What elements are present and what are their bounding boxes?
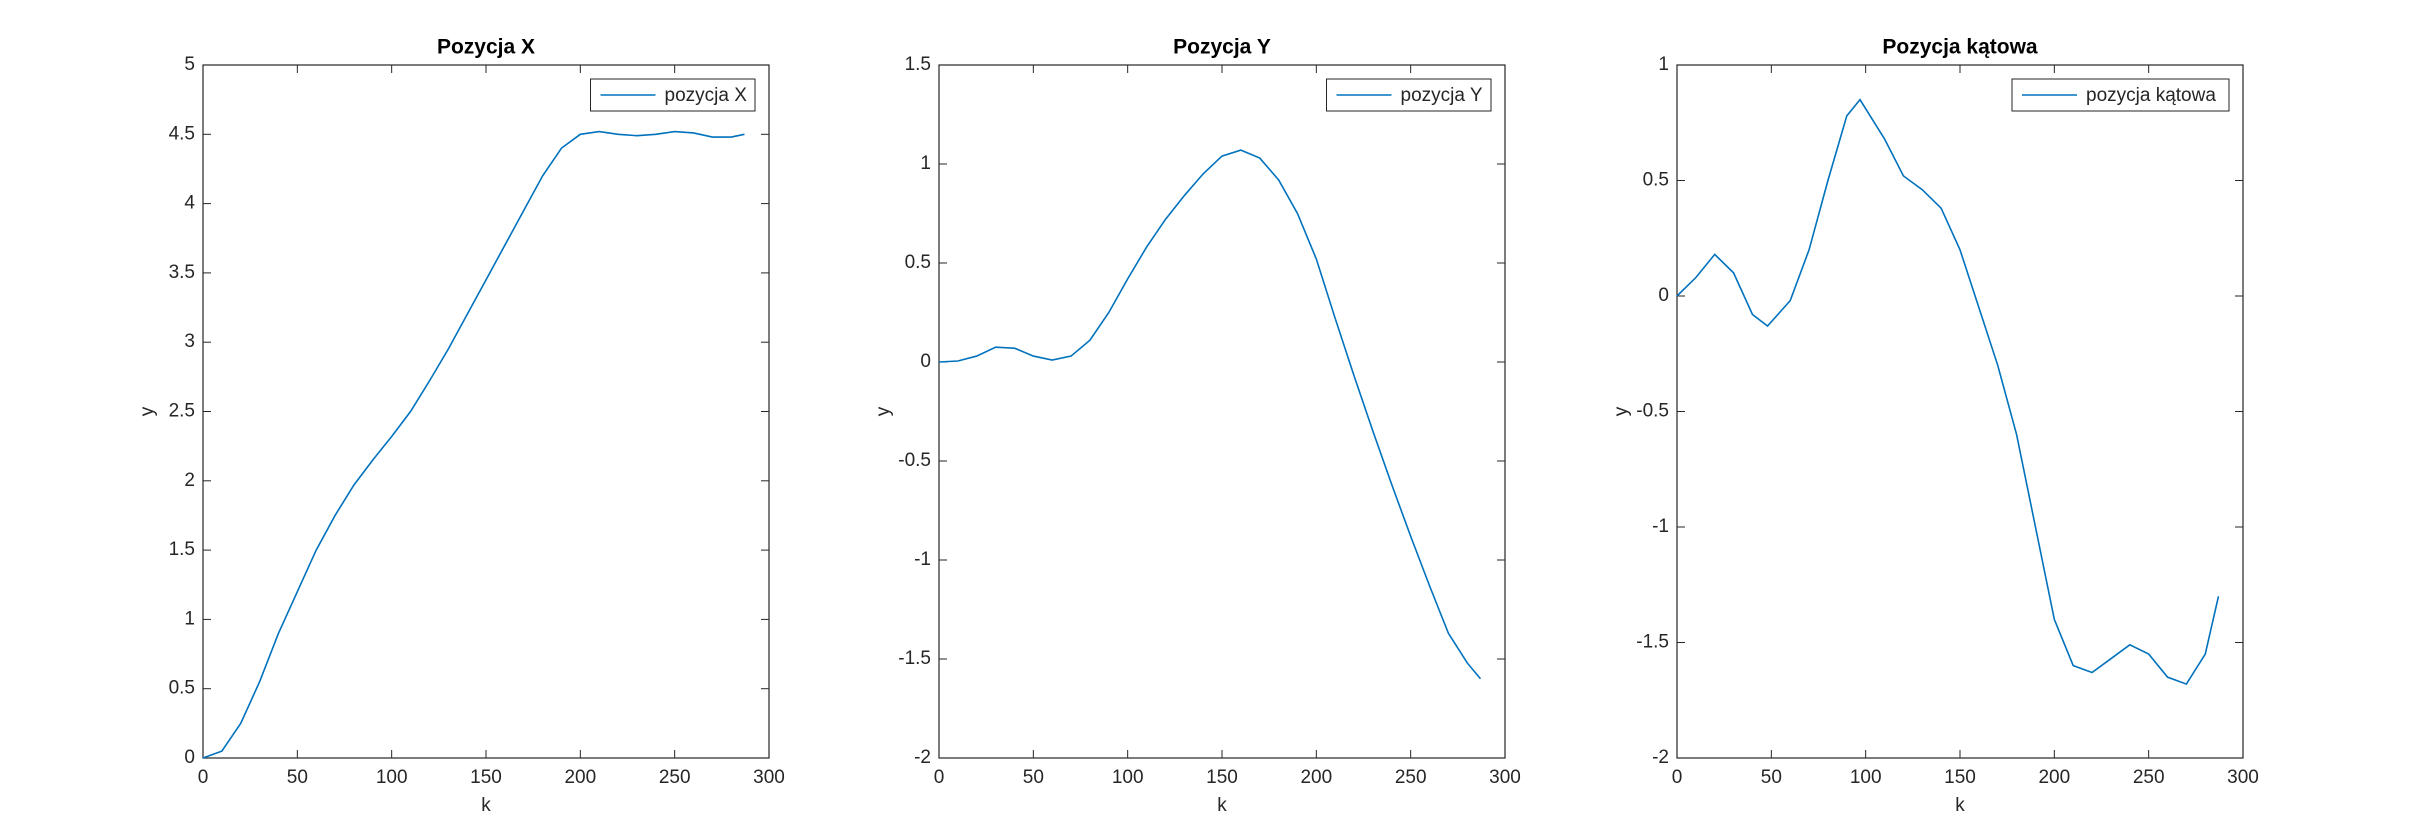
x-tick-label: 200: [564, 767, 596, 788]
x-tick-label: 100: [376, 767, 408, 788]
data-line: [938, 149, 1482, 680]
legend-label: pozycja X: [665, 85, 748, 106]
x-tick-label: 200: [1300, 767, 1332, 788]
x-axis-label: k: [1217, 795, 1227, 816]
x-axis-label: k: [1955, 795, 1965, 816]
x-tick-label: 300: [1489, 767, 1521, 788]
x-tick-label: 150: [470, 767, 502, 788]
y-tick-label: -1: [914, 549, 931, 570]
y-tick-label: -0.5: [1636, 401, 1669, 422]
y-tick-label: 0.5: [905, 252, 931, 273]
subplot: Pozycja Y k y 0 50 100 150 200 250 300 -2 -1.5 -1 -0.…: [873, 36, 1521, 816]
x-tick-label: 150: [1206, 767, 1238, 788]
x-tick-label: 250: [659, 767, 691, 788]
y-tick-label: 2.5: [169, 401, 195, 422]
y-tick-label: 0.5: [1643, 170, 1669, 191]
y-tick-label: 4.5: [169, 123, 195, 144]
x-tick-label: 50: [1761, 767, 1782, 788]
y-tick-label: 4: [184, 193, 195, 214]
x-tick-label: 50: [287, 767, 308, 788]
y-tick-label: 1: [920, 153, 931, 174]
x-tick-label: 300: [2227, 767, 2259, 788]
subplot: Pozycja kątowa k y 0 50 100 150 200 250 300 -2 -1.5…: [1611, 36, 2259, 816]
x-tick-label: 250: [1395, 767, 1427, 788]
x-tick-label: 100: [1112, 767, 1144, 788]
x-tick-label: 200: [2038, 767, 2070, 788]
y-tick-label: 0: [184, 747, 195, 768]
y-tick-label: 0: [920, 351, 931, 372]
y-tick-label: -1.5: [898, 648, 931, 669]
axes-box: [202, 64, 770, 759]
x-tick-label: 300: [753, 767, 785, 788]
x-tick-label: 0: [198, 767, 209, 788]
chart-title: Pozycja kątowa: [1882, 36, 2038, 59]
subplot: Pozycja X k y 0 50 100 150 200 250 300 0 0.5 1 1.5 2 2.…: [137, 36, 785, 816]
y-axis-label: y: [1611, 406, 1632, 416]
y-tick-label: 2: [184, 470, 195, 491]
y-axis-label: y: [873, 406, 894, 416]
y-tick-label: 3: [184, 331, 195, 352]
x-tick-label: 0: [1672, 767, 1683, 788]
y-tick-label: 5: [184, 54, 195, 75]
y-tick-label: -2: [1652, 747, 1669, 768]
x-axis-label: k: [481, 795, 491, 816]
x-tick-label: 250: [2133, 767, 2165, 788]
legend-label: pozycja Y: [1401, 85, 1483, 106]
x-tick-label: 150: [1944, 767, 1976, 788]
chart-title: Pozycja X: [437, 36, 535, 59]
y-tick-label: 0.5: [169, 678, 195, 699]
y-tick-label: -1.5: [1636, 632, 1669, 653]
axes-box: [938, 64, 1506, 759]
chart-title: Pozycja Y: [1173, 36, 1271, 59]
y-tick-label: 3.5: [169, 262, 195, 283]
y-tick-label: -0.5: [898, 450, 931, 471]
y-tick-label: 1.5: [905, 54, 931, 75]
data-line: [202, 130, 745, 759]
y-tick-label: -1: [1652, 516, 1669, 537]
y-axis-label: y: [137, 406, 158, 416]
x-tick-label: 50: [1023, 767, 1044, 788]
y-tick-label: 1: [184, 608, 195, 629]
data-line: [1676, 98, 2220, 686]
y-tick-label: 1: [1658, 54, 1669, 75]
x-tick-label: 0: [934, 767, 945, 788]
axes-box: [1676, 64, 2244, 759]
y-tick-label: 0: [1658, 285, 1669, 306]
x-tick-label: 100: [1850, 767, 1882, 788]
y-tick-label: -2: [914, 747, 931, 768]
y-tick-label: 1.5: [169, 539, 195, 560]
legend-label: pozycja kątowa: [2086, 85, 2216, 106]
